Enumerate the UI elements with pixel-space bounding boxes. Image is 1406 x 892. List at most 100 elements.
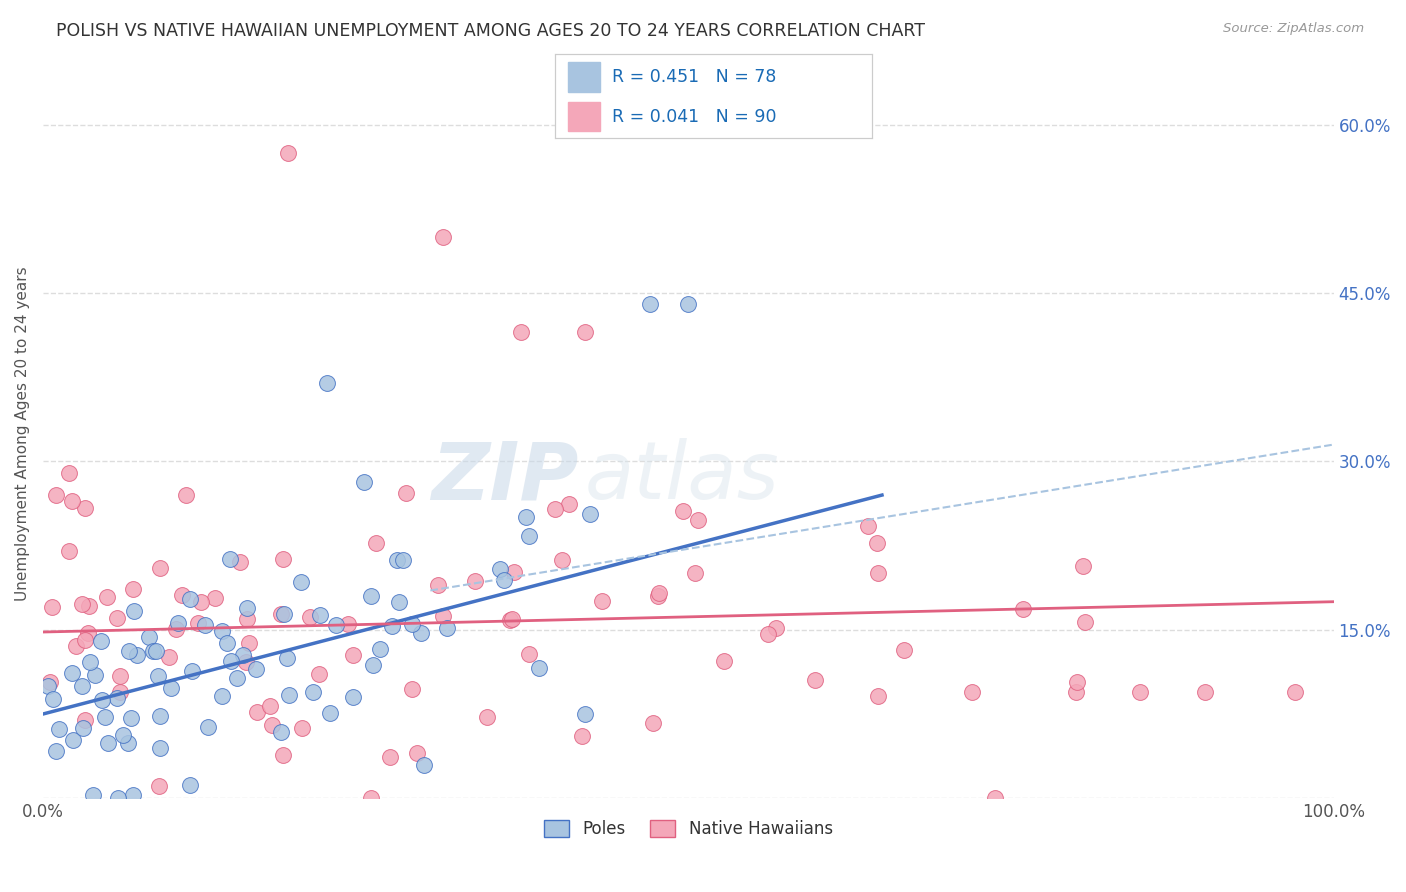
- Point: [316, 376, 339, 390]
- Point: [235, 612, 257, 626]
- Bar: [568, 102, 599, 131]
- Point: [866, 535, 889, 549]
- Point: [82, 788, 104, 802]
- Point: [165, 622, 187, 636]
- Point: [405, 746, 427, 760]
- Text: R = 0.041   N = 90: R = 0.041 N = 90: [613, 108, 776, 126]
- Point: [401, 617, 423, 632]
- Point: [688, 513, 710, 527]
- Point: [308, 666, 330, 681]
- Point: [149, 740, 172, 755]
- Point: [381, 619, 404, 633]
- Point: [342, 690, 364, 704]
- Point: [1071, 558, 1094, 573]
- Point: [60, 665, 83, 680]
- Point: [117, 643, 139, 657]
- Point: [122, 788, 145, 802]
- Point: [489, 562, 512, 576]
- Point: [509, 326, 531, 340]
- Point: [756, 627, 779, 641]
- Text: POLISH VS NATIVE HAWAIIAN UNEMPLOYMENT AMONG AGES 20 TO 24 YEARS CORRELATION CHA: POLISH VS NATIVE HAWAIIAN UNEMPLOYMENT A…: [56, 22, 925, 40]
- Point: [122, 582, 145, 597]
- Point: [58, 466, 80, 480]
- Point: [190, 595, 212, 609]
- Point: [1074, 615, 1097, 629]
- Point: [858, 519, 880, 533]
- Point: [1284, 684, 1306, 698]
- Point: [648, 586, 671, 600]
- Text: Source: ZipAtlas.com: Source: ZipAtlas.com: [1223, 22, 1364, 36]
- Point: [387, 553, 409, 567]
- Point: [1066, 674, 1088, 689]
- Point: [79, 655, 101, 669]
- Point: [108, 685, 131, 699]
- Point: [72, 598, 94, 612]
- Point: [37, 679, 59, 693]
- Point: [325, 618, 347, 632]
- Point: [515, 510, 537, 524]
- Point: [1064, 684, 1087, 698]
- Text: atlas: atlas: [585, 438, 780, 516]
- Point: [578, 507, 600, 521]
- Text: ZIP: ZIP: [432, 438, 579, 516]
- Point: [574, 706, 596, 721]
- Point: [477, 710, 499, 724]
- Point: [93, 710, 115, 724]
- Point: [368, 641, 391, 656]
- Point: [197, 720, 219, 734]
- Point: [73, 501, 96, 516]
- Point: [273, 607, 295, 622]
- Point: [90, 634, 112, 648]
- Point: [97, 736, 120, 750]
- Point: [647, 589, 669, 603]
- Point: [364, 536, 387, 550]
- Point: [527, 661, 550, 675]
- Point: [276, 651, 298, 665]
- Point: [558, 497, 581, 511]
- Point: [170, 588, 193, 602]
- Point: [499, 614, 522, 628]
- Point: [1194, 684, 1216, 698]
- Point: [574, 326, 596, 340]
- Point: [148, 669, 170, 683]
- Point: [60, 493, 83, 508]
- Point: [48, 722, 70, 736]
- Point: [211, 624, 233, 638]
- Point: [544, 502, 567, 516]
- Point: [411, 626, 433, 640]
- Point: [427, 577, 450, 591]
- Point: [392, 552, 415, 566]
- Point: [215, 636, 238, 650]
- Point: [290, 574, 312, 589]
- Point: [120, 711, 142, 725]
- Point: [76, 626, 98, 640]
- Point: [246, 706, 269, 720]
- Point: [75, 713, 97, 727]
- Point: [672, 504, 695, 518]
- Point: [204, 591, 226, 605]
- Point: [232, 648, 254, 662]
- Point: [124, 604, 146, 618]
- Point: [277, 688, 299, 702]
- Bar: [568, 62, 599, 92]
- Point: [38, 674, 60, 689]
- Point: [353, 475, 375, 490]
- Point: [108, 669, 131, 683]
- Point: [643, 715, 665, 730]
- Point: [65, 639, 87, 653]
- Y-axis label: Unemployment Among Ages 20 to 24 years: Unemployment Among Ages 20 to 24 years: [15, 266, 30, 600]
- Point: [360, 791, 382, 805]
- Point: [219, 552, 242, 566]
- Point: [517, 528, 540, 542]
- Point: [803, 673, 825, 688]
- Point: [62, 733, 84, 747]
- Point: [181, 664, 204, 678]
- Legend: Poles, Native Hawaiians: Poles, Native Hawaiians: [537, 813, 839, 845]
- Point: [360, 589, 382, 603]
- Point: [270, 607, 292, 621]
- Point: [58, 544, 80, 558]
- Point: [70, 679, 93, 693]
- Point: [503, 565, 526, 579]
- Point: [517, 647, 540, 661]
- Point: [96, 590, 118, 604]
